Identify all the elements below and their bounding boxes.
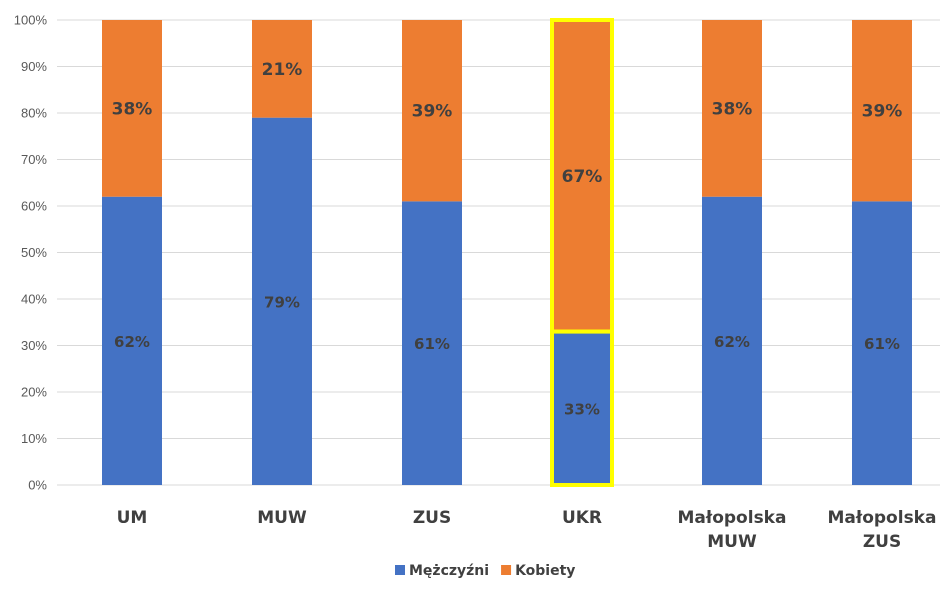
y-tick-label: 30%	[21, 338, 47, 353]
legend-swatch	[501, 565, 512, 575]
data-label: 39%	[862, 102, 903, 122]
data-label: 38%	[112, 99, 153, 119]
y-tick-label: 0%	[28, 478, 47, 493]
x-category-label: UKR	[562, 508, 602, 528]
bar-segment	[252, 20, 312, 118]
x-axis: UM MUW ZUS UKR Małopolska MUW Małopolska ZUS	[117, 508, 937, 552]
y-tick-label: 50%	[21, 245, 47, 260]
bar-segment	[552, 331, 612, 485]
data-label: 38%	[712, 99, 753, 119]
x-category-label: MUW	[257, 508, 307, 528]
y-tick-label: 90%	[21, 59, 47, 74]
bar-segment	[702, 20, 762, 197]
y-axis: 0% 10% 20% 30% 40% 50% 60% 70% 80% 90% 100%	[14, 13, 48, 493]
bar-segment	[252, 117, 312, 486]
data-label: 33%	[564, 400, 600, 418]
data-label: 61%	[414, 335, 450, 353]
x-category-label: Małopolska ZUS	[828, 508, 937, 552]
bar-segment	[852, 201, 912, 485]
y-tick-label: 70%	[21, 152, 47, 167]
data-label: 67%	[562, 167, 603, 187]
data-label: 21%	[262, 60, 303, 80]
data-label: 79%	[264, 293, 300, 311]
x-category-label: ZUS	[413, 508, 451, 528]
y-tick-label: 100%	[14, 13, 48, 28]
bar-segment	[402, 20, 462, 202]
highlight-outline	[550, 18, 614, 334]
data-labels: 62% 38% 79% 21% 61% 39% 33% 67% 62% 38% 61% 39%	[112, 60, 903, 418]
bar-segment	[702, 196, 762, 485]
y-tick-label: 80%	[21, 106, 47, 121]
bar-segment	[552, 20, 612, 332]
bar-segment	[852, 20, 912, 202]
bar-segment	[102, 20, 162, 197]
data-label: 62%	[114, 333, 150, 351]
legend: Mężczyźni Kobiety	[395, 563, 575, 579]
legend-swatch	[395, 565, 405, 575]
y-tick-label: 20%	[21, 385, 47, 400]
data-label: 61%	[864, 335, 900, 353]
legend-label: Mężczyźni	[409, 563, 489, 579]
y-tick-label: 40%	[21, 292, 47, 307]
y-tick-label: 10%	[21, 431, 47, 446]
gridlines	[57, 19, 940, 486]
x-category-label: Małopolska MUW	[678, 508, 787, 552]
legend-label: Kobiety	[515, 563, 575, 579]
data-label: 39%	[412, 102, 453, 122]
bars	[102, 18, 912, 487]
data-label: 62%	[714, 333, 750, 351]
x-category-label: UM	[117, 508, 148, 528]
bar-segment	[402, 201, 462, 485]
bar-segment	[102, 196, 162, 485]
y-tick-label: 60%	[21, 199, 47, 214]
